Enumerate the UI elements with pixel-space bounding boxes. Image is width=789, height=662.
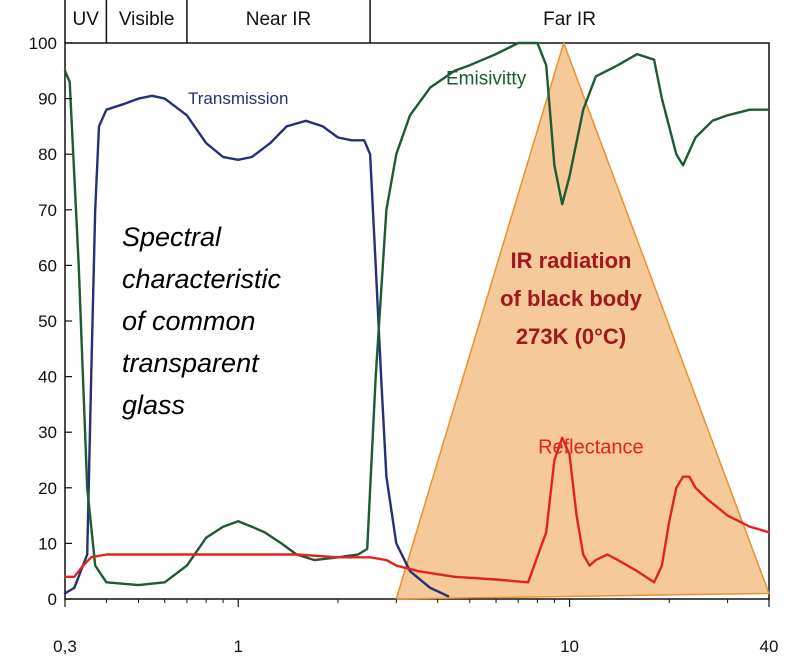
series-line-transmission bbox=[63, 94, 450, 598]
x-tick-label: 0,3 bbox=[53, 637, 77, 656]
series-label-emisivitty: Emisivitty bbox=[446, 69, 527, 90]
x-tick-label: 10 bbox=[560, 637, 579, 656]
black-body-label: 273K (0°C) bbox=[516, 324, 626, 349]
y-tick-label: 80 bbox=[38, 145, 57, 164]
caption-line: characteristic bbox=[122, 264, 282, 294]
band-label-uv: UV bbox=[72, 9, 99, 30]
y-tick-label: 100 bbox=[29, 34, 57, 53]
series-line-emisivitty bbox=[63, 41, 771, 587]
x-tick-label: 40 bbox=[760, 637, 779, 656]
caption-line: glass bbox=[122, 390, 185, 420]
band-label-far-ir: Far IR bbox=[543, 9, 596, 30]
black-body-radiation bbox=[395, 40, 771, 600]
caption-line: Spectral bbox=[122, 222, 222, 252]
y-tick-label: 20 bbox=[38, 479, 57, 498]
y-tick-label: 10 bbox=[38, 534, 57, 553]
series-label-reflectance: Reflectance bbox=[538, 436, 644, 458]
y-tick-label: 30 bbox=[38, 423, 57, 442]
y-tick-label: 0 bbox=[48, 590, 57, 609]
x-tick-label: 1 bbox=[233, 637, 242, 656]
y-tick-label: 90 bbox=[38, 90, 57, 109]
black-body-label: of black body bbox=[500, 286, 643, 311]
series-label-transmission: Transmission bbox=[188, 89, 288, 108]
band-label-near-ir: Near IR bbox=[246, 9, 311, 30]
axis-ticks: 0 10 20 30 40 50 60 70 80 90 100 0,3 1 10 40 bbox=[29, 34, 779, 656]
y-tick-label: 70 bbox=[38, 201, 57, 220]
y-tick-label: 50 bbox=[38, 312, 57, 331]
y-tick-label: 60 bbox=[38, 256, 57, 275]
data-series bbox=[63, 41, 771, 598]
spectrum-band-header: UV Visible Near IR Far IR bbox=[64, 0, 596, 43]
caption-line: transparent bbox=[122, 348, 260, 378]
y-tick-label: 40 bbox=[38, 368, 57, 387]
caption-line: of common bbox=[122, 306, 256, 336]
black-body-label: IR radiation bbox=[510, 248, 631, 273]
black-body-area bbox=[395, 40, 771, 600]
series-line-reflectance bbox=[63, 436, 771, 584]
annotations: Transmission Emisivitty Reflectance Spectra… bbox=[122, 69, 644, 459]
band-label-visible: Visible bbox=[119, 9, 175, 30]
